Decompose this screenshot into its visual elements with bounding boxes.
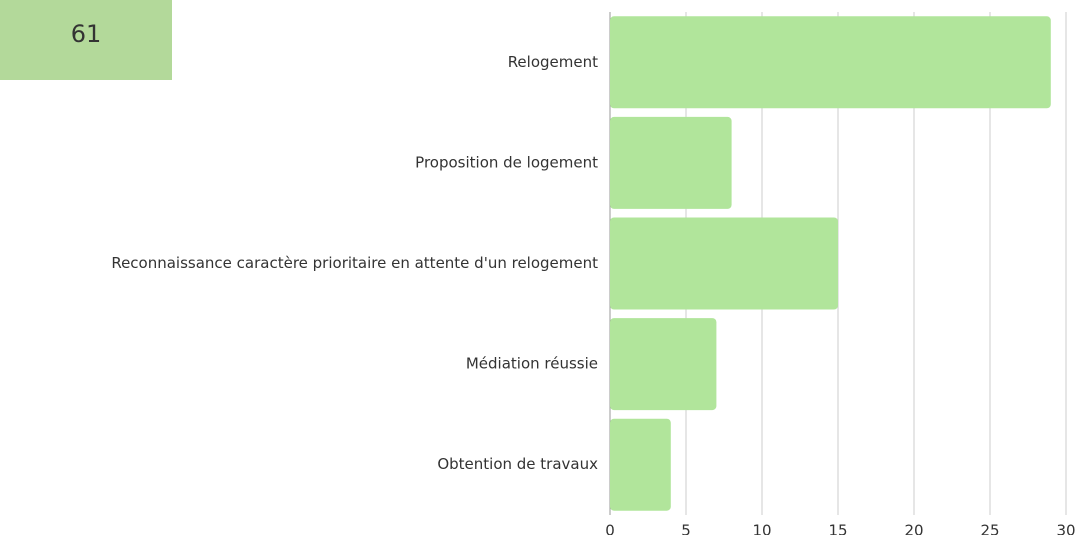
kpi-value: 61 (71, 20, 102, 48)
x-tick-label: 30 (1056, 522, 1075, 535)
y-tick-label: Proposition de logement (415, 153, 598, 171)
x-tick-label: 25 (980, 522, 999, 535)
x-tick-label: 5 (681, 522, 691, 535)
bar (610, 217, 838, 310)
x-tick-label: 10 (752, 522, 771, 535)
y-tick-label: Médiation réussie (466, 355, 598, 373)
x-tick-label: 15 (828, 522, 847, 535)
x-tick-label: 20 (904, 522, 923, 535)
x-tick-label: 0 (605, 522, 615, 535)
bar (610, 418, 671, 511)
y-tick-label: Reconnaissance caractère prioritaire en … (111, 254, 598, 272)
bar (610, 16, 1051, 109)
y-tick-label: Obtention de travaux (437, 455, 598, 473)
bar (610, 116, 732, 209)
y-tick-label: Relogement (508, 53, 598, 71)
bar (610, 318, 717, 411)
kpi-box (0, 0, 172, 80)
